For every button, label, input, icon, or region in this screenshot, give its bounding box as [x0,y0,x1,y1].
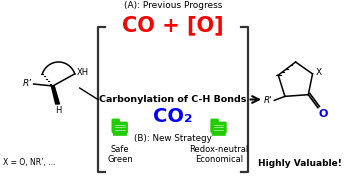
Text: Redox-neutral
Economical: Redox-neutral Economical [189,145,248,164]
Text: H: H [55,106,62,115]
Text: X = O, NR’, ...: X = O, NR’, ... [3,157,55,167]
Polygon shape [51,86,60,104]
Text: CO + [O]: CO + [O] [122,15,224,35]
Text: XH: XH [77,68,89,77]
FancyBboxPatch shape [210,119,219,133]
Text: CO₂: CO₂ [153,108,193,126]
Text: R’: R’ [23,80,32,88]
Text: X: X [315,68,321,77]
FancyBboxPatch shape [112,122,128,134]
FancyBboxPatch shape [212,131,226,136]
Text: (A): Previous Progress: (A): Previous Progress [124,1,222,10]
Text: O: O [319,109,328,119]
FancyBboxPatch shape [111,119,120,133]
Text: R': R' [263,96,273,105]
FancyBboxPatch shape [113,131,127,136]
Text: Carbonylation of C-H Bonds: Carbonylation of C-H Bonds [99,95,246,104]
Text: Safe
Green: Safe Green [107,145,133,164]
Text: Highly Valuable!: Highly Valuable! [259,159,342,167]
Text: (B): New Strategy: (B): New Strategy [134,134,211,143]
FancyBboxPatch shape [211,122,227,134]
